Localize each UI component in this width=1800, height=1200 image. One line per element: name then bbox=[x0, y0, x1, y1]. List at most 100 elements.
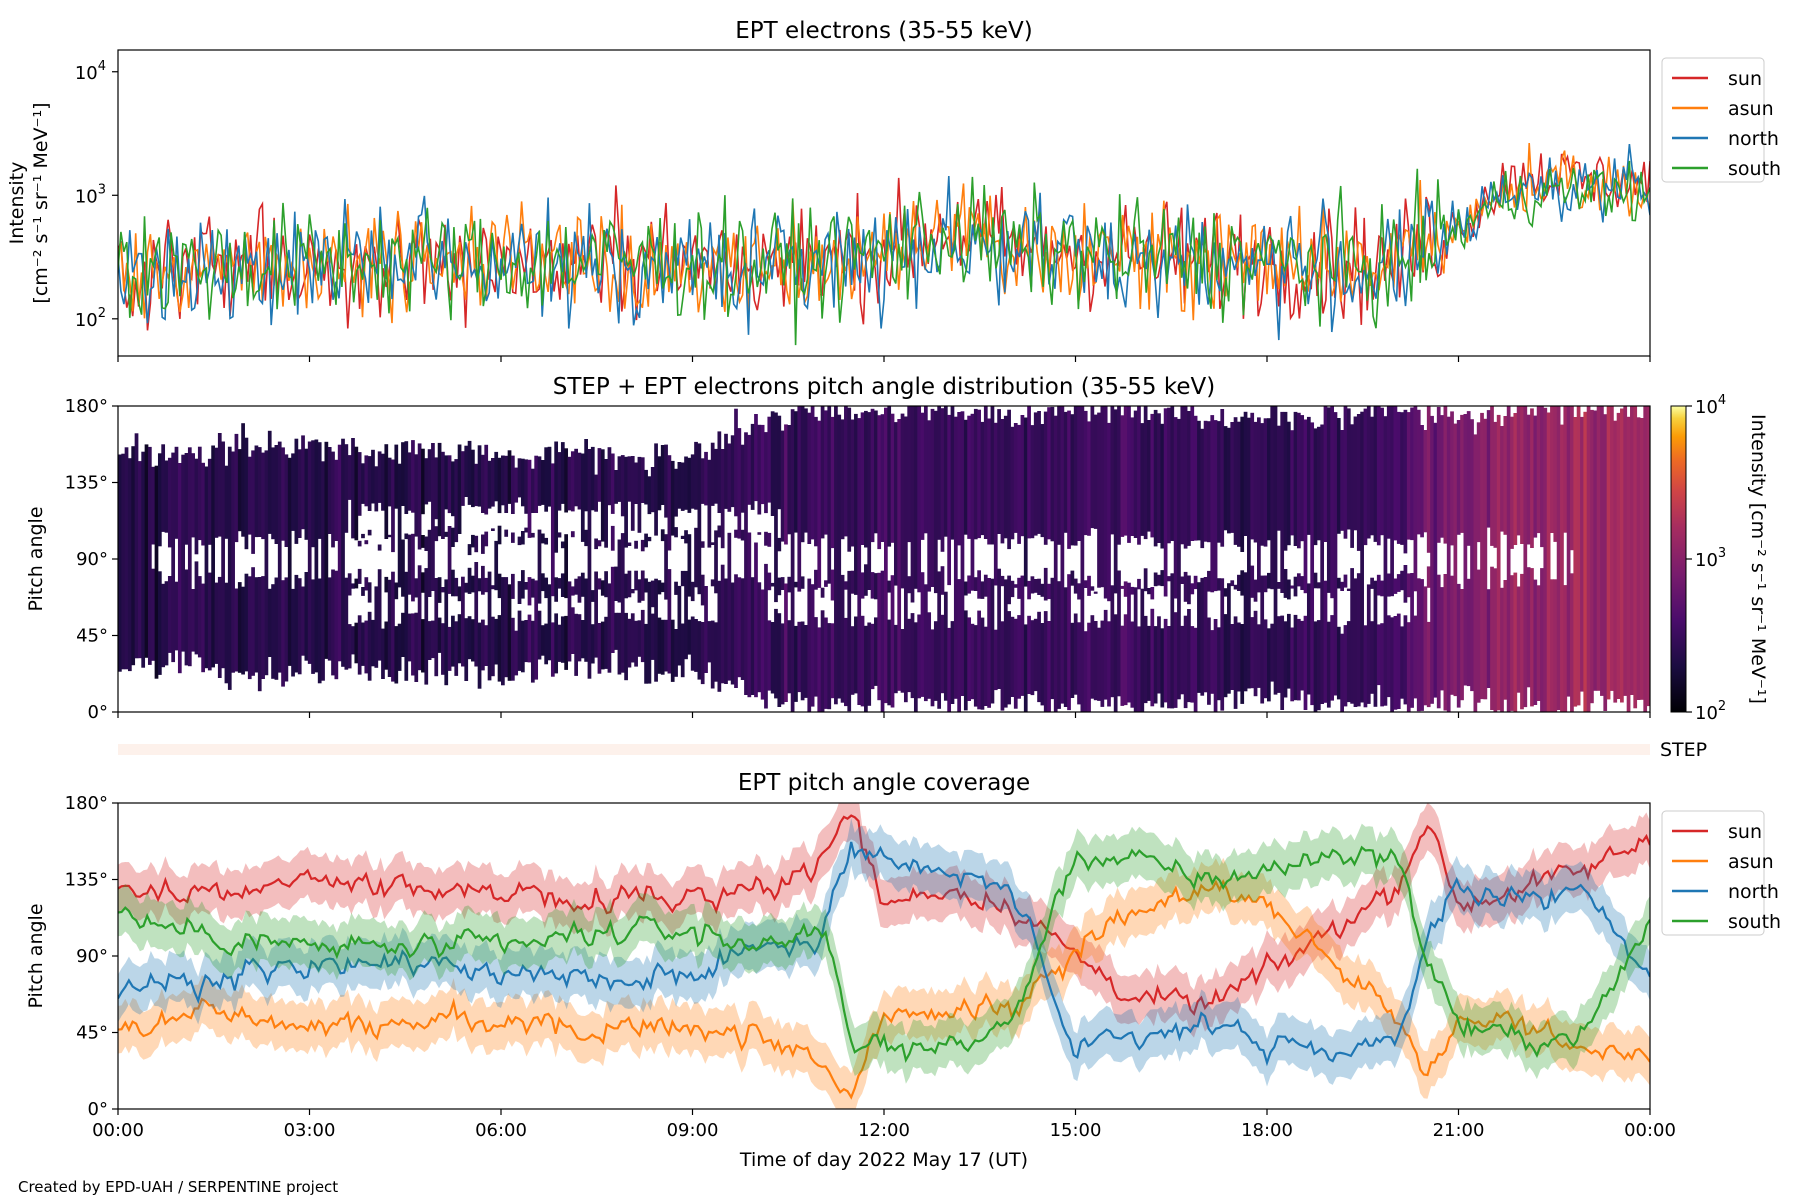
pad-heatmap-cell bbox=[1137, 578, 1141, 590]
pad-heatmap-cell bbox=[1523, 406, 1528, 708]
pad-heatmap-cell bbox=[364, 577, 369, 591]
pad-heatmap-cell bbox=[1167, 626, 1171, 709]
pad-heatmap-cell bbox=[1210, 415, 1215, 593]
pad-heatmap-cell bbox=[800, 406, 805, 543]
pad-heatmap-cell bbox=[1306, 583, 1311, 695]
pad-heatmap-cell bbox=[1280, 411, 1285, 593]
pad-heatmap-cell bbox=[600, 580, 605, 596]
pad-heatmap-cell bbox=[354, 446, 359, 541]
pad-heatmap-cell bbox=[467, 440, 472, 505]
pad-heatmap-cell bbox=[417, 565, 422, 671]
pad-heatmap-cell bbox=[777, 613, 782, 707]
pad-heatmap-cell bbox=[151, 466, 156, 545]
pad-heatmap-cell bbox=[787, 425, 792, 535]
pad-heatmap-cell bbox=[644, 578, 648, 593]
pad-heatmap-cell bbox=[1443, 574, 1448, 711]
pad-heatmap-cell bbox=[401, 442, 405, 506]
pad-heatmap-cell bbox=[624, 573, 628, 599]
pad-heatmap-cell bbox=[794, 581, 798, 588]
pad-heatmap-cell bbox=[567, 581, 572, 662]
pad-heatmap-cell bbox=[1037, 578, 1041, 595]
legend-box bbox=[1661, 810, 1765, 936]
pad-heatmap-cell bbox=[677, 585, 682, 666]
pad-heatmap-cell bbox=[820, 406, 825, 539]
pad-heatmap-cell bbox=[520, 458, 525, 507]
pad-heatmap-cell bbox=[297, 578, 302, 675]
pad-heatmap-cell bbox=[1120, 415, 1125, 537]
pad-heatmap-cell bbox=[1313, 621, 1318, 712]
pad-heatmap-cell bbox=[824, 617, 828, 709]
pad-heatmap-cell bbox=[314, 439, 319, 673]
pad-heatmap-cell bbox=[1323, 580, 1328, 703]
pad-heatmap-cell bbox=[194, 458, 199, 555]
pad-heatmap-cell bbox=[714, 622, 718, 682]
pad-heatmap-cell bbox=[1007, 409, 1011, 550]
pad-heatmap-cell bbox=[1023, 417, 1028, 587]
pad-heatmap-cell bbox=[750, 423, 755, 510]
pad-heatmap-cell bbox=[361, 587, 365, 596]
y-tick-label: 45° bbox=[76, 626, 108, 647]
pad-heatmap-cell bbox=[187, 447, 192, 667]
pad-heatmap-cell bbox=[1620, 408, 1624, 703]
pad-heatmap-cell bbox=[514, 630, 519, 676]
coverage-x-label: Time of day 2022 May 17 (UT) bbox=[739, 1149, 1028, 1171]
pad-heatmap-cell bbox=[854, 616, 858, 694]
pad-heatmap-cell bbox=[580, 572, 585, 597]
pad-heatmap-cell bbox=[1207, 617, 1211, 705]
pad-heatmap-cell bbox=[1113, 614, 1118, 712]
pad-heatmap-cell bbox=[907, 618, 912, 693]
pad-heatmap-cell bbox=[570, 451, 575, 512]
pad-heatmap-cell bbox=[830, 416, 835, 549]
pad-heatmap-cell bbox=[1613, 420, 1618, 703]
pad-heatmap-cell bbox=[747, 434, 752, 505]
pad-heatmap-cell bbox=[1516, 586, 1521, 693]
pad-heatmap-cell bbox=[604, 459, 608, 548]
pad-heatmap-cell bbox=[937, 571, 942, 709]
pad-heatmap-cell bbox=[577, 576, 582, 603]
pad-heatmap-cell bbox=[827, 623, 832, 710]
pad-heatmap-cell bbox=[1253, 579, 1258, 602]
pad-heatmap-cell bbox=[824, 580, 828, 587]
pad-heatmap-cell bbox=[1273, 406, 1278, 695]
pad-heatmap-cell bbox=[1240, 570, 1245, 596]
pad-heatmap-cell bbox=[997, 409, 1001, 534]
pad-heatmap-cell bbox=[1103, 406, 1108, 599]
pad-heatmap-cell bbox=[1370, 621, 1374, 694]
pad-heatmap-cell bbox=[820, 610, 825, 712]
pad-heatmap-cell bbox=[1057, 581, 1061, 709]
pad-heatmap-cell bbox=[660, 619, 665, 675]
pad-heatmap-cell bbox=[1033, 412, 1038, 536]
pad-heatmap-cell bbox=[1626, 416, 1631, 712]
pad-heatmap-cell bbox=[1366, 584, 1371, 704]
pad-heatmap-cell bbox=[1130, 586, 1135, 595]
legend-label-sun: sun bbox=[1728, 821, 1762, 843]
pad-y-ticks: 0° 45° 90° 135° 180° bbox=[65, 396, 118, 723]
pad-heatmap-cell bbox=[224, 582, 229, 684]
pad-heatmap-cell bbox=[1043, 611, 1048, 712]
pad-heatmap-cell bbox=[484, 444, 489, 515]
pad-heatmap-cell bbox=[441, 623, 445, 675]
pad-heatmap-cell bbox=[1133, 410, 1138, 538]
pad-heatmap-cell bbox=[414, 578, 419, 598]
pad-heatmap-cell bbox=[580, 620, 585, 659]
pad-heatmap-cell bbox=[597, 540, 602, 547]
pad-heatmap-cell bbox=[574, 578, 578, 595]
coverage-y-label: Pitch angle bbox=[25, 903, 47, 1008]
pad-heatmap-cell bbox=[497, 525, 502, 545]
pad-heatmap-cell bbox=[963, 610, 968, 711]
pad-heatmap-cell bbox=[1436, 574, 1441, 709]
pad-heatmap-cell bbox=[570, 531, 575, 538]
pad-heatmap bbox=[118, 406, 1650, 712]
pad-heatmap-cell bbox=[947, 414, 952, 586]
pad-heatmap-cell bbox=[1583, 411, 1588, 712]
pad-heatmap-cell bbox=[1300, 620, 1305, 691]
pad-heatmap-cell bbox=[1220, 409, 1225, 547]
pad-heatmap-cell bbox=[301, 586, 305, 656]
pad-heatmap-cell bbox=[707, 621, 712, 663]
pad-heatmap-cell bbox=[724, 433, 728, 509]
pad-heatmap-cell bbox=[1217, 627, 1221, 701]
pad-heatmap-cell bbox=[614, 470, 618, 504]
intensity-legend: sun asun north south bbox=[1661, 57, 1781, 183]
pad-heatmap-cell bbox=[471, 534, 475, 548]
pad-heatmap-cell bbox=[377, 569, 382, 661]
